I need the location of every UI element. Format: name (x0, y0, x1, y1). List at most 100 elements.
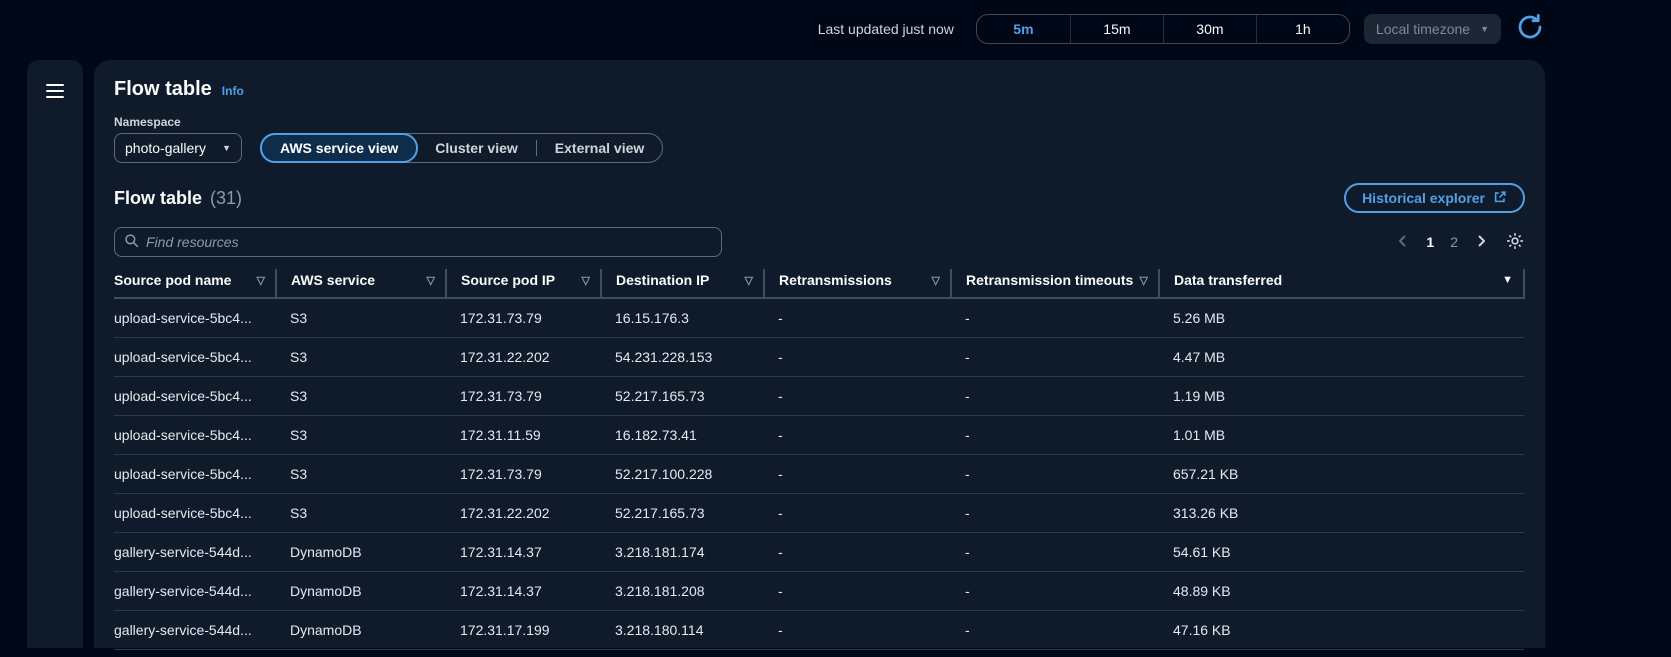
table-cell: - (764, 455, 951, 494)
flow-table-panel: Flow table Info Namespace photo-gallery … (94, 60, 1545, 648)
column-header-aws-service[interactable]: AWS service ▽ (276, 269, 446, 298)
time-range-15m[interactable]: 15m (1070, 15, 1163, 43)
column-filter-icon[interactable]: ▽ (427, 274, 435, 287)
table-cell: upload-service-5bc4... (114, 377, 276, 416)
table-row: upload-service-5bc4...S3172.31.11.5916.1… (114, 416, 1524, 455)
table-cell: gallery-service-544d... (114, 611, 276, 650)
table-cell: - (951, 455, 1159, 494)
table-cell: S3 (276, 338, 446, 377)
table-cell: 172.31.73.79 (446, 298, 601, 338)
table-cell: - (951, 533, 1159, 572)
view-cluster-view[interactable]: Cluster view (417, 134, 535, 162)
table-cell: - (764, 416, 951, 455)
previous-page-button[interactable] (1395, 233, 1411, 252)
column-header-data-transferred[interactable]: Data transferred ▼ (1159, 269, 1524, 298)
table-cell: S3 (276, 377, 446, 416)
table-preferences-button[interactable] (1505, 231, 1525, 254)
table-cell: - (951, 494, 1159, 533)
column-header-source-pod-name[interactable]: Source pod name ▽ (114, 269, 276, 298)
table-cell: - (764, 377, 951, 416)
table-cell: 172.31.17.199 (446, 611, 601, 650)
table-row: gallery-service-544d...DynamoDB172.31.14… (114, 572, 1524, 611)
table-cell: gallery-service-544d... (114, 533, 276, 572)
table-cell: gallery-service-544d... (114, 572, 276, 611)
table-cell: 172.31.73.79 (446, 455, 601, 494)
table-cell: - (764, 298, 951, 338)
historical-explorer-button[interactable]: Historical explorer (1344, 183, 1525, 213)
table-cell: - (951, 572, 1159, 611)
table-row: gallery-service-544d...DynamoDB172.31.17… (114, 611, 1524, 650)
timezone-select[interactable]: Local timezone ▼ (1364, 14, 1501, 44)
table-row: upload-service-5bc4...S3172.31.22.20254.… (114, 338, 1524, 377)
refresh-button[interactable] (1515, 12, 1545, 45)
page-title: Flow table (114, 78, 212, 101)
view-external-view[interactable]: External view (537, 134, 663, 162)
table-cell: - (764, 494, 951, 533)
namespace-select[interactable]: photo-gallery ▼ (114, 133, 242, 163)
table-cell: - (764, 611, 951, 650)
table-cell: 52.217.100.228 (601, 455, 764, 494)
table-cell: 172.31.22.202 (446, 338, 601, 377)
table-cell: 172.31.73.79 (446, 377, 601, 416)
table-cell: 3.218.180.114 (601, 611, 764, 650)
column-filter-icon[interactable]: ▽ (745, 274, 753, 287)
table-cell: 1.19 MB (1159, 377, 1524, 416)
table-cell: - (764, 338, 951, 377)
table-cell: 657.21 KB (1159, 455, 1524, 494)
table-cell: 16.182.73.41 (601, 416, 764, 455)
namespace-select-value: photo-gallery (125, 140, 206, 156)
chevron-down-icon: ▼ (1480, 24, 1489, 34)
view-aws-service-view[interactable]: AWS service view (260, 133, 418, 163)
table-cell: 3.218.181.174 (601, 533, 764, 572)
table-row-count: (31) (210, 188, 242, 209)
pagination: 12 (1395, 231, 1525, 254)
top-bar: Last updated just now 5m15m30m1h Local t… (0, 0, 1671, 57)
table-cell: S3 (276, 494, 446, 533)
table-cell: upload-service-5bc4... (114, 455, 276, 494)
page-button-2[interactable]: 2 (1447, 232, 1461, 252)
table-row: gallery-service-544d...DynamoDB172.31.14… (114, 533, 1524, 572)
pagination-pages: 12 (1423, 232, 1461, 252)
column-header-destination-ip[interactable]: Destination IP ▽ (601, 269, 764, 298)
time-range-30m[interactable]: 30m (1163, 15, 1256, 43)
table-row: upload-service-5bc4...S3172.31.73.7916.1… (114, 298, 1524, 338)
column-filter-icon[interactable]: ▽ (1140, 274, 1148, 287)
table-cell: - (951, 298, 1159, 338)
menu-button[interactable] (46, 80, 64, 104)
column-label: Data transferred (1174, 272, 1282, 288)
column-label: AWS service (291, 272, 375, 288)
table-cell: S3 (276, 298, 446, 338)
table-cell: 172.31.11.59 (446, 416, 601, 455)
time-range-5m[interactable]: 5m (977, 15, 1070, 43)
column-header-source-pod-ip[interactable]: Source pod IP▽ (446, 269, 601, 298)
column-header-retransmission-timeouts[interactable]: Retransmission timeouts▽ (951, 269, 1159, 298)
column-label: Destination IP (616, 272, 709, 288)
table-cell: - (764, 533, 951, 572)
time-range-1h[interactable]: 1h (1256, 15, 1349, 43)
namespace-label: Namespace (114, 115, 242, 129)
column-header-retransmissions[interactable]: Retransmissions ▽ (764, 269, 951, 298)
controls-row: Namespace photo-gallery ▼ AWS service vi… (114, 115, 1525, 163)
table-body: upload-service-5bc4...S3172.31.73.7916.1… (114, 298, 1524, 650)
search-input[interactable] (146, 234, 712, 250)
column-filter-icon[interactable]: ▽ (257, 274, 265, 287)
table-cell: upload-service-5bc4... (114, 416, 276, 455)
table-cell: 52.217.165.73 (601, 377, 764, 416)
table-cell: upload-service-5bc4... (114, 338, 276, 377)
table-cell: 172.31.14.37 (446, 533, 601, 572)
table-cell: 54.231.228.153 (601, 338, 764, 377)
info-link[interactable]: Info (222, 84, 244, 98)
table-header-row: Source pod name▽AWS service▽Source pod I… (114, 269, 1524, 298)
table-cell: 48.89 KB (1159, 572, 1524, 611)
column-filter-icon[interactable]: ▽ (582, 274, 590, 287)
table-cell: DynamoDB (276, 572, 446, 611)
next-page-button[interactable] (1473, 233, 1489, 252)
search-row: 12 (114, 227, 1525, 257)
column-filter-icon[interactable]: ▽ (932, 274, 940, 287)
external-link-icon (1493, 190, 1507, 207)
column-label: Source pod name (114, 272, 231, 288)
column-label: Retransmissions (779, 272, 892, 288)
table-cell: DynamoDB (276, 611, 446, 650)
sort-descending-icon[interactable]: ▼ (1502, 274, 1513, 286)
page-button-1[interactable]: 1 (1423, 232, 1437, 252)
